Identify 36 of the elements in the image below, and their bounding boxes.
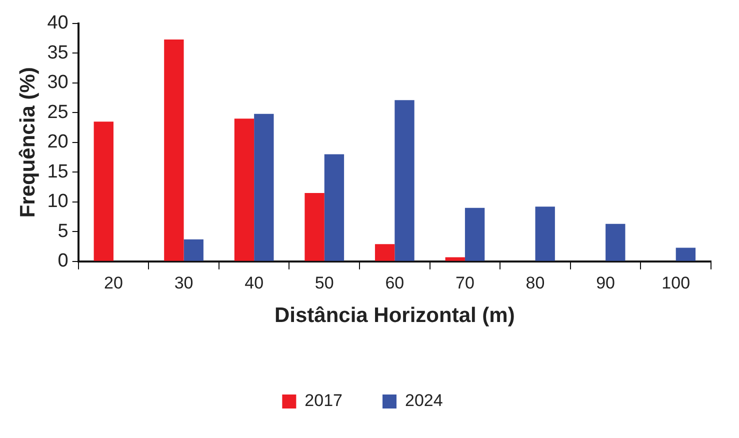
y-axis-title: Frequência (%) (16, 67, 40, 218)
bar (94, 122, 114, 261)
legend-label: 2017 (304, 391, 343, 410)
bar (304, 192, 324, 261)
y-tick-label: 30 (47, 72, 68, 94)
bar (324, 154, 344, 261)
y-tick-label: 25 (47, 102, 68, 123)
y-tick-label: 35 (47, 42, 68, 64)
x-axis-title: Distância Horizontal (m) (274, 304, 515, 328)
x-tick-label: 70 (456, 273, 474, 292)
x-tick-label: 90 (596, 273, 616, 292)
y-tick-label: 5 (58, 220, 68, 242)
y-tick-label: 20 (47, 132, 68, 153)
x-tick-label: 20 (104, 273, 123, 292)
y-tick-label: 40 (47, 12, 68, 34)
legend-label: 2024 (405, 391, 443, 410)
bar (234, 118, 254, 261)
y-tick-label: 10 (47, 191, 68, 212)
x-tick-label: 60 (385, 273, 404, 292)
x-tick-label: 80 (526, 273, 545, 292)
bar (254, 114, 274, 261)
x-tick-label: 50 (314, 273, 334, 292)
bar (676, 248, 696, 261)
x-tick-label: 30 (174, 273, 194, 292)
bar (374, 244, 395, 261)
x-tick-label: 40 (244, 273, 264, 292)
bar (606, 224, 626, 261)
bar (464, 208, 485, 261)
bar (445, 257, 465, 261)
bar (184, 239, 204, 261)
y-tick-label: 0 (58, 250, 68, 272)
y-tick-label: 15 (47, 161, 68, 182)
bar (164, 39, 184, 261)
bar (394, 100, 414, 261)
x-tick-label: 100 (662, 273, 690, 292)
bar (535, 206, 555, 261)
